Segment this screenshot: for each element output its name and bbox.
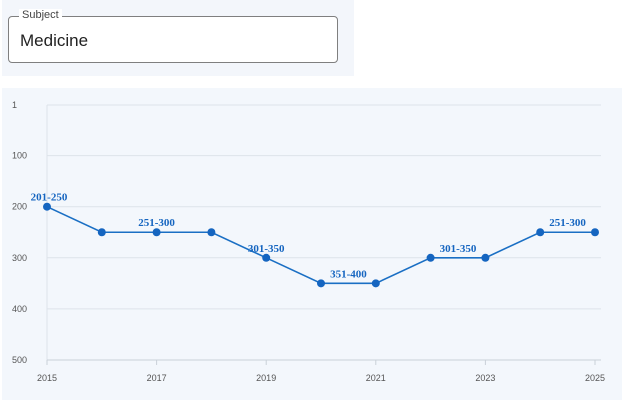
data-point-2025 <box>591 228 599 237</box>
band-label-2: 301-350 <box>248 243 285 255</box>
band-label-5: 251-300 <box>549 217 586 229</box>
data-point-2024 <box>536 228 545 237</box>
subject-select[interactable]: Subject Medicine <box>8 9 338 63</box>
x-tick-label-2023: 2023 <box>475 373 495 383</box>
ranking-chart: 1 100 200 300 400 500 2015 2017 2019 2021 2023 2025… <box>2 88 622 400</box>
data-point-2017 <box>152 228 161 237</box>
y-tick-label-400: 400 <box>12 304 27 314</box>
x-tick-label-2021: 2021 <box>366 373 386 383</box>
data-point-2019 <box>262 253 271 262</box>
y-tick-label-100: 100 <box>12 151 27 161</box>
y-tick-label-300: 300 <box>12 253 27 263</box>
subject-value: Medicine <box>20 31 89 50</box>
x-tick-label-2017: 2017 <box>147 373 167 383</box>
y-tick-label-200: 200 <box>12 202 27 212</box>
band-label-0: 201-250 <box>31 192 68 204</box>
data-point-2018 <box>207 228 216 237</box>
data-point-2020 <box>317 279 325 288</box>
data-point-2021 <box>371 279 380 288</box>
x-tick-label-2015: 2015 <box>37 373 57 383</box>
data-point-2022 <box>426 253 435 262</box>
ranking-chart-svg: 1 100 200 300 400 500 2015 2017 2019 2021 2023 2025… <box>12 100 605 383</box>
x-tick-label-2025: 2025 <box>585 373 605 383</box>
series-line <box>46 205 595 285</box>
y-tick-label-500: 500 <box>12 355 27 365</box>
band-label-1: 251-300 <box>138 217 175 229</box>
x-tick-label-2019: 2019 <box>256 373 276 383</box>
band-label-3: 351-400 <box>330 268 367 280</box>
data-point-2016 <box>97 228 106 237</box>
subject-label: Subject <box>19 9 62 21</box>
data-point-2023 <box>481 253 490 262</box>
band-label-4: 301-350 <box>440 243 477 255</box>
y-tick-label-1: 1 <box>12 100 17 110</box>
subject-panel: Subject Medicine <box>2 0 354 76</box>
data-point-2015 <box>43 202 51 211</box>
